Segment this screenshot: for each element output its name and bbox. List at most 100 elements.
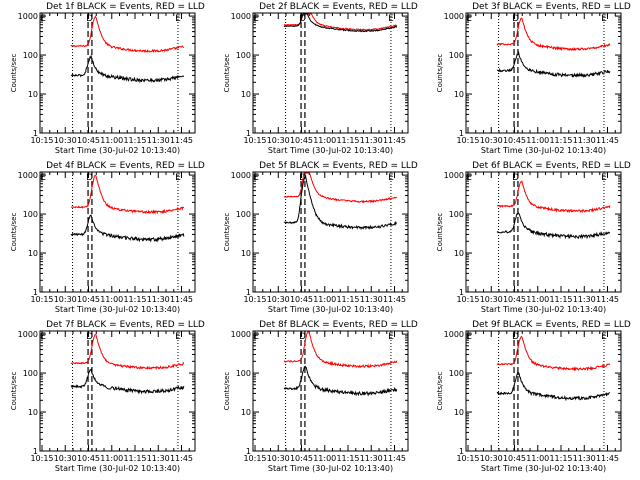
chart-title: Det 9f BLACK = Events, RED = LLD <box>472 320 631 330</box>
x-axis-label: Start Time (30-Jul-02 10:13:40) <box>268 146 393 155</box>
x-tick-label: 11:30 <box>573 454 596 463</box>
interval-marker-label: D <box>86 14 93 24</box>
y-tick-label: 1 <box>33 288 38 297</box>
x-tick-label: 11:15 <box>123 454 146 463</box>
chart-title: Det 3f BLACK = Events, RED = LLD <box>472 2 631 12</box>
interval-marker-label: D <box>512 332 519 342</box>
interval-marker-label: E <box>466 332 472 342</box>
x-tick-label: 11:15 <box>336 454 359 463</box>
x-tick-label: 10:15 <box>30 136 53 145</box>
plot-frame <box>252 330 409 452</box>
y-tick-label: 1000 <box>444 171 464 180</box>
interval-marker-label: D <box>299 332 306 342</box>
y-axis-label: Counts/sec <box>223 372 231 411</box>
chart-panel-6: Det 6f BLACK = Events, RED = LLD 1 10 100 10… <box>436 161 631 314</box>
x-axis-label: Start Time (30-Jul-02 10:13:40) <box>481 146 606 155</box>
x-tick-label: 11:45 <box>383 295 406 304</box>
chart-title: Det 1f BLACK = Events, RED = LLD <box>46 2 205 12</box>
interval-marker-label: E <box>253 14 259 24</box>
lld-series-line <box>496 17 611 52</box>
y-tick-label: 1 <box>33 447 38 456</box>
y-axis-label: Counts/sec <box>436 372 444 411</box>
x-tick-label: 11:45 <box>383 454 406 463</box>
y-tick-label: 100 <box>449 210 464 219</box>
x-tick-label: 11:00 <box>100 295 123 304</box>
x-tick-label: 11:15 <box>336 295 359 304</box>
x-axis-label: Start Time (30-Jul-02 10:13:40) <box>481 464 606 473</box>
interval-marker-label: E <box>253 332 259 342</box>
interval-marker-label: D <box>512 173 519 183</box>
x-tick-label: 11:30 <box>360 136 383 145</box>
x-tick-label: 11:00 <box>100 136 123 145</box>
y-tick-label: 100 <box>449 369 464 378</box>
x-tick-label: 11:30 <box>573 295 596 304</box>
lld-series-line <box>496 335 611 372</box>
x-tick-label: 10:15 <box>30 295 53 304</box>
y-tick-label: 100 <box>23 369 38 378</box>
lld-series-line <box>70 174 185 215</box>
y-tick-label: 1 <box>459 447 464 456</box>
x-tick-label: 10:15 <box>456 295 479 304</box>
events-series-line <box>496 371 611 402</box>
y-tick-label: 100 <box>236 369 251 378</box>
interval-marker-label: E <box>601 332 607 342</box>
chart-panel-4: Det 4f BLACK = Events, RED = LLD 1 10 100 10… <box>10 161 205 314</box>
y-tick-label: 1 <box>246 447 251 456</box>
x-tick-label: 10:15 <box>456 136 479 145</box>
y-axis-label: Counts/sec <box>223 54 231 93</box>
x-tick-label: 11:00 <box>526 295 549 304</box>
plot-frame <box>39 12 196 134</box>
x-tick-label: 10:30 <box>54 136 77 145</box>
y-axis-label: Counts/sec <box>10 372 18 411</box>
x-tick-label: 11:45 <box>170 454 193 463</box>
y-tick-label: 1000 <box>444 12 464 21</box>
x-tick-label: 10:15 <box>30 454 53 463</box>
x-tick-label: 11:15 <box>123 295 146 304</box>
x-tick-label: 10:45 <box>290 454 313 463</box>
interval-marker-label: E <box>466 14 472 24</box>
interval-marker-label: E <box>601 14 607 24</box>
x-axis-label: Start Time (30-Jul-02 10:13:40) <box>55 464 180 473</box>
x-axis-label: Start Time (30-Jul-02 10:13:40) <box>268 464 393 473</box>
interval-marker-label: E <box>40 14 46 24</box>
chart-title: Det 8f BLACK = Events, RED = LLD <box>259 320 418 330</box>
x-tick-label: 11:15 <box>549 136 572 145</box>
events-series-line <box>70 214 185 243</box>
x-tick-label: 11:30 <box>147 136 170 145</box>
y-tick-label: 1 <box>246 288 251 297</box>
y-tick-label: 100 <box>449 51 464 60</box>
x-tick-label: 10:45 <box>77 295 100 304</box>
y-tick-label: 1000 <box>444 330 464 339</box>
x-tick-label: 10:45 <box>290 136 313 145</box>
x-tick-label: 11:30 <box>147 295 170 304</box>
interval-marker-label: E <box>388 173 394 183</box>
x-axis-label: Start Time (30-Jul-02 10:13:40) <box>268 305 393 314</box>
y-tick-label: 1000 <box>18 171 38 180</box>
plot-frame <box>252 171 409 293</box>
x-tick-label: 11:45 <box>383 136 406 145</box>
chart-title: Det 5f BLACK = Events, RED = LLD <box>259 161 418 171</box>
x-tick-label: 10:15 <box>456 454 479 463</box>
interval-marker-label: D <box>86 173 93 183</box>
interval-marker-label: E <box>253 173 259 183</box>
x-tick-label: 11:30 <box>573 136 596 145</box>
interval-marker-label: E <box>466 173 472 183</box>
chart-title: Det 4f BLACK = Events, RED = LLD <box>46 161 205 171</box>
chart-panel-3: Det 3f BLACK = Events, RED = LLD 1 10 100 10… <box>436 2 631 155</box>
x-tick-label: 10:45 <box>503 295 526 304</box>
events-series-line <box>70 368 185 395</box>
chart-panel-7: Det 7f BLACK = Events, RED = LLD 1 10 100 10… <box>10 320 205 473</box>
interval-marker-label: D <box>512 14 519 24</box>
x-tick-label: 11:30 <box>147 454 170 463</box>
lld-series-line <box>70 334 185 371</box>
lld-series-line <box>283 172 397 204</box>
events-series-line <box>283 174 397 231</box>
y-tick-label: 100 <box>23 51 38 60</box>
interval-marker-label: E <box>175 14 181 24</box>
plot-frame <box>39 330 196 452</box>
y-tick-label: 1 <box>33 129 38 138</box>
x-tick-label: 10:45 <box>503 136 526 145</box>
interval-marker-label: D <box>86 332 93 342</box>
y-tick-label: 100 <box>236 210 251 219</box>
